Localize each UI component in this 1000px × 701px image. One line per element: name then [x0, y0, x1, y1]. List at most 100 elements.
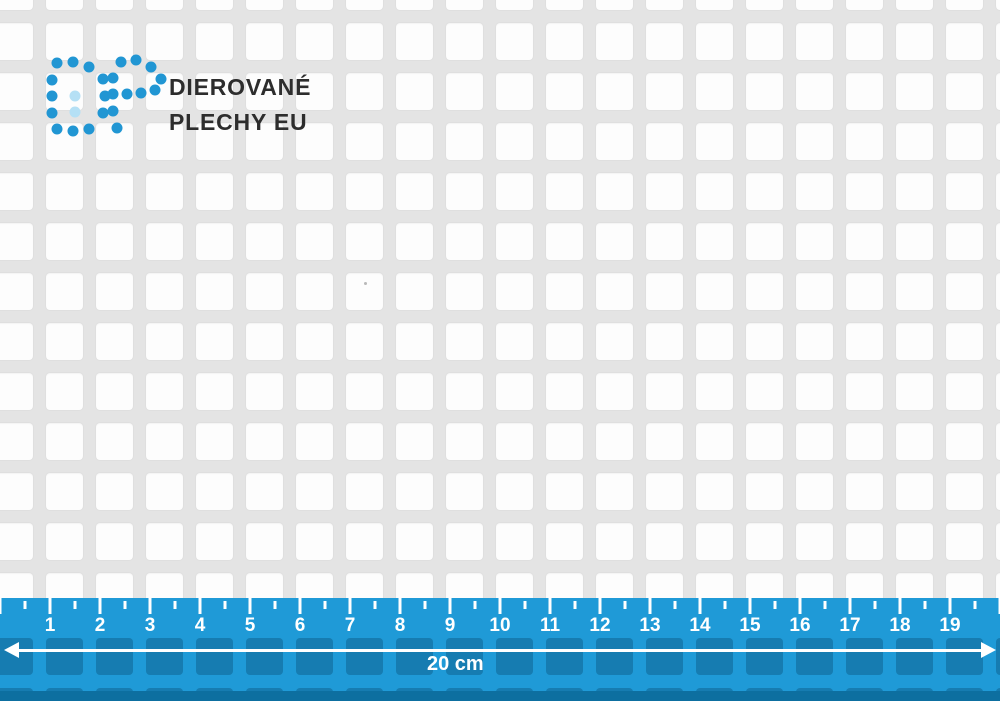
- square-hole: [796, 273, 833, 310]
- square-hole: [696, 373, 733, 410]
- square-hole: [496, 523, 533, 560]
- ruler-bottom-strip: [0, 691, 1000, 701]
- logo-dot-p: [115, 56, 127, 68]
- square-hole: [596, 23, 633, 60]
- logo-line1: DIEROVANÉ: [169, 74, 312, 100]
- square-hole: [896, 323, 933, 360]
- square-hole: [296, 423, 333, 460]
- square-hole: [346, 23, 383, 60]
- square-hole: [546, 0, 583, 10]
- square-hole: [146, 423, 183, 460]
- square-hole: [146, 23, 183, 60]
- square-hole: [546, 223, 583, 260]
- square-hole: [446, 473, 483, 510]
- square-hole: [896, 423, 933, 460]
- square-hole: [946, 523, 983, 560]
- square-hole: [646, 523, 683, 560]
- square-hole: [496, 473, 533, 510]
- square-hole: [196, 223, 233, 260]
- square-hole: [396, 373, 433, 410]
- half-cm-tick: [423, 601, 427, 609]
- square-hole: [746, 173, 783, 210]
- dimension-arrow: [4, 642, 996, 658]
- ruler-number: 1: [44, 615, 56, 636]
- ruler-number: 10: [489, 615, 511, 636]
- square-hole: [246, 373, 283, 410]
- square-hole: [946, 423, 983, 460]
- square-hole: [496, 173, 533, 210]
- square-hole: [0, 323, 33, 360]
- square-hole: [846, 523, 883, 560]
- square-hole: [96, 223, 133, 260]
- ruler-number: 8: [394, 615, 406, 636]
- square-hole: [646, 0, 683, 10]
- square-hole: [596, 273, 633, 310]
- half-cm-tick: [523, 601, 527, 609]
- half-cm-tick: [73, 601, 77, 609]
- half-cm-tick: [873, 601, 877, 609]
- square-hole: [496, 23, 533, 60]
- cm-tick: [898, 598, 902, 614]
- square-hole: [796, 223, 833, 260]
- half-cm-tick: [323, 601, 327, 609]
- square-hole: [946, 73, 983, 110]
- ruler-tile: [546, 638, 583, 675]
- square-hole: [246, 73, 283, 110]
- square-hole: [696, 23, 733, 60]
- square-hole: [346, 423, 383, 460]
- square-hole: [546, 523, 583, 560]
- cm-tick: [298, 598, 302, 614]
- square-hole: [296, 273, 333, 310]
- square-hole: [646, 323, 683, 360]
- square-hole: [96, 523, 133, 560]
- square-hole: [796, 473, 833, 510]
- square-hole: [0, 23, 33, 60]
- cm-tick: [248, 598, 252, 614]
- square-hole: [696, 273, 733, 310]
- square-hole: [196, 173, 233, 210]
- square-hole: [146, 523, 183, 560]
- square-hole: [0, 423, 33, 460]
- square-hole: [96, 23, 133, 60]
- square-hole: [146, 323, 183, 360]
- square-hole: [146, 373, 183, 410]
- square-hole: [996, 123, 1000, 160]
- square-hole: [296, 223, 333, 260]
- square-hole: [796, 0, 833, 10]
- cm-tick: [398, 598, 402, 614]
- cm-tick: [48, 598, 52, 614]
- square-hole: [196, 73, 233, 110]
- square-hole: [696, 73, 733, 110]
- square-hole: [596, 523, 633, 560]
- cm-tick: [798, 598, 802, 614]
- square-hole: [546, 23, 583, 60]
- square-hole: [0, 123, 33, 160]
- square-hole: [646, 223, 683, 260]
- logo-dot-p: [145, 61, 157, 73]
- square-hole: [46, 323, 83, 360]
- square-hole: [746, 223, 783, 260]
- square-hole: [596, 223, 633, 260]
- square-hole: [846, 23, 883, 60]
- square-hole: [346, 173, 383, 210]
- square-hole: [446, 0, 483, 10]
- square-hole: [0, 73, 33, 110]
- logo-dot-d: [46, 74, 58, 86]
- logo-dot-p: [155, 73, 167, 85]
- square-hole: [746, 73, 783, 110]
- square-hole: [46, 223, 83, 260]
- square-hole: [996, 373, 1000, 410]
- square-hole: [196, 523, 233, 560]
- square-hole: [346, 0, 383, 10]
- square-hole: [696, 423, 733, 460]
- ruler-tile: [796, 638, 833, 675]
- half-cm-tick: [623, 601, 627, 609]
- cm-tick: [848, 598, 852, 614]
- square-hole: [996, 423, 1000, 460]
- square-hole: [896, 273, 933, 310]
- square-hole: [646, 473, 683, 510]
- square-hole: [546, 173, 583, 210]
- cm-tick: [198, 598, 202, 614]
